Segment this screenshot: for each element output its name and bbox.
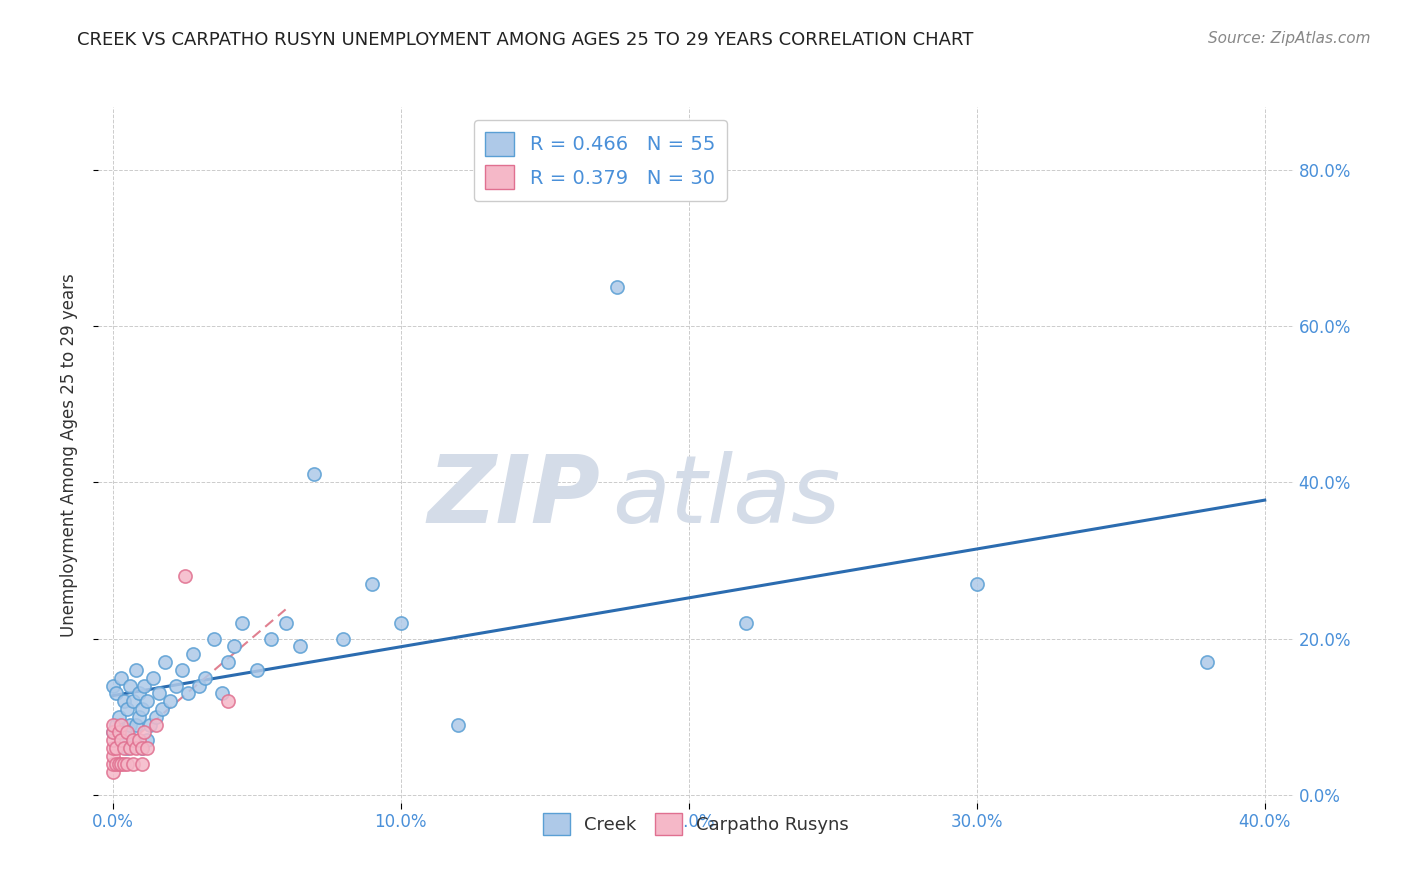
Point [148, 686, 170, 700]
Point [125, 741, 148, 756]
Point [101, 764, 124, 779]
Point [110, 733, 132, 747]
Point [131, 741, 153, 756]
Point [211, 686, 233, 700]
Point [104, 717, 127, 731]
Point [606, 280, 628, 294]
Point [142, 671, 165, 685]
Point [115, 756, 138, 771]
Point [194, 671, 217, 685]
Text: atlas: atlas [613, 451, 841, 542]
Point [110, 756, 132, 771]
Point [231, 615, 253, 630]
Point [145, 710, 167, 724]
Point [112, 741, 135, 756]
Point [246, 663, 269, 677]
Point [101, 748, 124, 763]
Point [101, 679, 124, 693]
Point [104, 741, 127, 756]
Y-axis label: Unemployment Among Ages 25 to 29 years: Unemployment Among Ages 25 to 29 years [59, 273, 77, 637]
Point [122, 733, 145, 747]
Point [260, 632, 283, 646]
Point [101, 756, 124, 771]
Point [966, 577, 988, 591]
Text: ZIP: ZIP [427, 450, 600, 542]
Point [110, 671, 132, 685]
Legend: Creek, Carpatho Rusyns: Creek, Carpatho Rusyns [536, 806, 856, 842]
Point [145, 717, 167, 731]
Point [115, 702, 138, 716]
Point [115, 725, 138, 739]
Point [217, 655, 239, 669]
Point [202, 632, 225, 646]
Point [125, 663, 148, 677]
Point [153, 655, 176, 669]
Point [112, 756, 135, 771]
Point [150, 702, 173, 716]
Point [110, 717, 132, 731]
Point [1197, 655, 1219, 669]
Point [104, 686, 127, 700]
Point [165, 679, 187, 693]
Point [188, 679, 211, 693]
Point [389, 615, 412, 630]
Point [120, 741, 142, 756]
Text: CREEK VS CARPATHO RUSYN UNEMPLOYMENT AMONG AGES 25 TO 29 YEARS CORRELATION CHART: CREEK VS CARPATHO RUSYN UNEMPLOYMENT AMO… [77, 31, 974, 49]
Point [125, 717, 148, 731]
Point [101, 733, 124, 747]
Point [134, 679, 156, 693]
Point [288, 640, 311, 654]
Point [274, 615, 297, 630]
Point [173, 569, 195, 583]
Point [128, 733, 150, 747]
Point [136, 694, 159, 708]
Point [107, 725, 129, 739]
Point [735, 615, 758, 630]
Point [101, 725, 124, 739]
Point [122, 694, 145, 708]
Point [159, 694, 181, 708]
Point [176, 686, 198, 700]
Point [139, 717, 162, 731]
Point [128, 686, 150, 700]
Point [120, 679, 142, 693]
Point [110, 733, 132, 747]
Point [447, 717, 470, 731]
Point [107, 710, 129, 724]
Point [131, 741, 153, 756]
Point [304, 467, 326, 482]
Point [170, 663, 193, 677]
Point [131, 756, 153, 771]
Point [332, 632, 354, 646]
Point [101, 725, 124, 739]
Point [222, 640, 245, 654]
Point [104, 756, 127, 771]
Point [183, 647, 205, 661]
Point [136, 733, 159, 747]
Text: Source: ZipAtlas.com: Source: ZipAtlas.com [1208, 31, 1371, 46]
Point [122, 756, 145, 771]
Point [101, 717, 124, 731]
Point [134, 725, 156, 739]
Point [112, 694, 135, 708]
Point [115, 741, 138, 756]
Point [217, 694, 239, 708]
Point [131, 702, 153, 716]
Point [136, 741, 159, 756]
Point [128, 710, 150, 724]
Point [101, 741, 124, 756]
Point [107, 756, 129, 771]
Point [361, 577, 384, 591]
Point [112, 725, 135, 739]
Point [122, 733, 145, 747]
Point [120, 717, 142, 731]
